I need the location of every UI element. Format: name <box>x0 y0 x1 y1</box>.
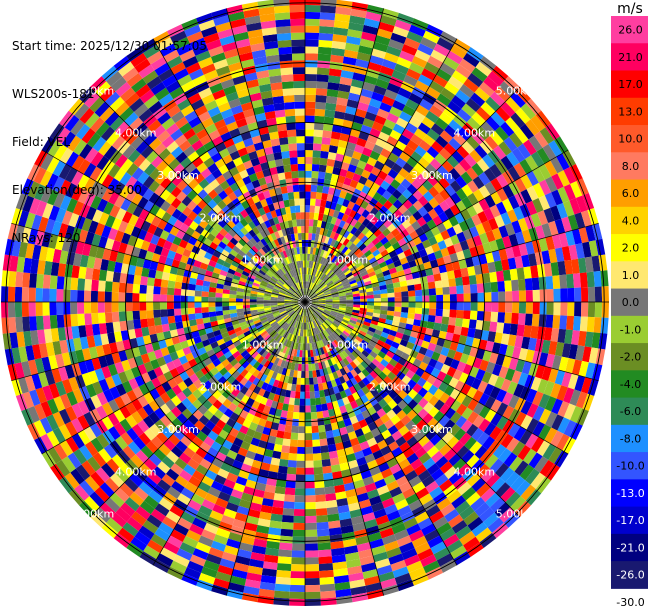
colorbar-swatch <box>611 125 648 153</box>
colorbar-tick-label: -4.0 <box>620 378 641 391</box>
colorbar-tick-label: -10.0 <box>616 460 644 473</box>
colorbar-swatch <box>611 424 648 453</box>
colorbar-tick-label: 8.0 <box>622 160 640 173</box>
colorbar-tick-label: -17.0 <box>616 514 644 527</box>
range-ring-label: 2.00km <box>369 211 411 224</box>
range-ring-label: 4.00km <box>115 127 157 140</box>
colorbar-tick-label: 17.0 <box>618 78 643 91</box>
velocity-colorbar: 26.0 21.0 17.0 13.0 10.0 8.0 6.0 4.0 2.0 1.0 0.0 -1… <box>611 16 648 609</box>
range-ring-label: 5.00km <box>73 508 115 521</box>
colorbar-tick-label: -26.0 <box>616 569 644 582</box>
colorbar-swatch <box>611 343 648 371</box>
colorbar-tick-label: -1.0 <box>620 323 641 336</box>
range-ring-label: 5.00km <box>496 508 538 521</box>
colorbar-swatch <box>611 206 648 235</box>
colorbar-swatch <box>611 43 648 72</box>
colorbar-tick-label: -30.0 <box>616 596 644 609</box>
colorbar-swatch <box>611 561 648 589</box>
colorbar-swatch <box>611 97 648 126</box>
colorbar-tick-label: -13.0 <box>616 487 644 500</box>
range-ring-label: 3.00km <box>157 169 199 182</box>
colorbar-swatch <box>611 288 648 317</box>
ppi-velocity-plot: 1.00km 1.00km 1.00km 1.00km 2.00km 2.00km 2.00… <box>1 0 609 606</box>
colorbar-tick-label: -8.0 <box>620 432 641 445</box>
range-ring-label: 2.00km <box>200 211 242 224</box>
range-ring <box>65 62 545 542</box>
range-ring-label: 3.00km <box>411 423 453 436</box>
range-ring <box>244 241 366 363</box>
colorbar-tick-label: 6.0 <box>622 187 640 200</box>
colorbar-tick-label: 2.0 <box>622 242 640 255</box>
colorbar-swatch <box>611 479 648 508</box>
range-ring-label: 5.00km <box>496 84 538 97</box>
colorbar-swatch <box>611 152 648 181</box>
range-ring <box>125 122 485 482</box>
colorbar-swatch <box>611 452 648 480</box>
range-ring-label: 3.00km <box>157 423 199 436</box>
colorbar-swatch <box>611 533 648 562</box>
range-ring-label: 4.00km <box>115 465 157 478</box>
colorbar-unit: m/s <box>617 1 643 17</box>
colorbar-swatch <box>611 397 648 426</box>
range-ring-label: 2.00km <box>200 381 242 394</box>
range-ring-label: 1.00km <box>242 254 284 267</box>
colorbar-tick-label: 0.0 <box>622 296 640 309</box>
ppi-radial-lines <box>1 0 609 606</box>
range-ring-label: 1.00km <box>327 338 369 351</box>
range-ring-label: 1.00km <box>327 254 369 267</box>
range-ring <box>5 2 605 602</box>
field-label: Field: VEL <box>12 135 71 149</box>
range-ring <box>184 181 426 423</box>
colorbar-swatch <box>611 70 648 99</box>
colorbar-swatch <box>611 506 648 535</box>
colorbar-swatch <box>611 315 648 344</box>
range-ring-label: 5.00km <box>73 84 115 97</box>
colorbar-tick-label: 1.0 <box>622 269 640 282</box>
colorbar-swatch <box>611 370 648 399</box>
colorbar-tick-label: -2.0 <box>620 351 641 364</box>
start-time-label: Start time: 2025/12/30 01:57:05 <box>12 39 207 53</box>
range-ring-label: 4.00km <box>453 465 495 478</box>
plot-info: Start time: 2025/12/30 01:57:05 WLS200s-… <box>12 6 207 262</box>
range-ring-label: 1.00km <box>242 338 284 351</box>
ppi-gates <box>1 0 609 606</box>
colorbar-swatch <box>611 261 648 290</box>
range-ring-label: 4.00km <box>453 127 495 140</box>
colorbar-tick-label: 26.0 <box>618 24 643 37</box>
colorbar-swatch <box>611 234 648 262</box>
range-ring-label: 3.00km <box>411 169 453 182</box>
colorbar-tick-label: -21.0 <box>616 541 644 554</box>
colorbar-tick-label: -6.0 <box>620 405 641 418</box>
colorbar-tick-label: 13.0 <box>618 105 643 118</box>
elevation-label: Elevation(deg): 35.00 <box>12 183 142 197</box>
colorbar-tick-label: 10.0 <box>618 133 643 146</box>
instrument-label: WLS200s-181 <box>12 87 95 101</box>
range-ring-label: 2.00km <box>369 381 411 394</box>
colorbar-swatch <box>611 16 648 44</box>
nrays-label: NRays: 120 <box>12 231 81 245</box>
colorbar-swatch <box>611 179 648 208</box>
colorbar-tick-label: 4.0 <box>622 214 640 227</box>
colorbar-tick-label: 21.0 <box>618 51 643 64</box>
